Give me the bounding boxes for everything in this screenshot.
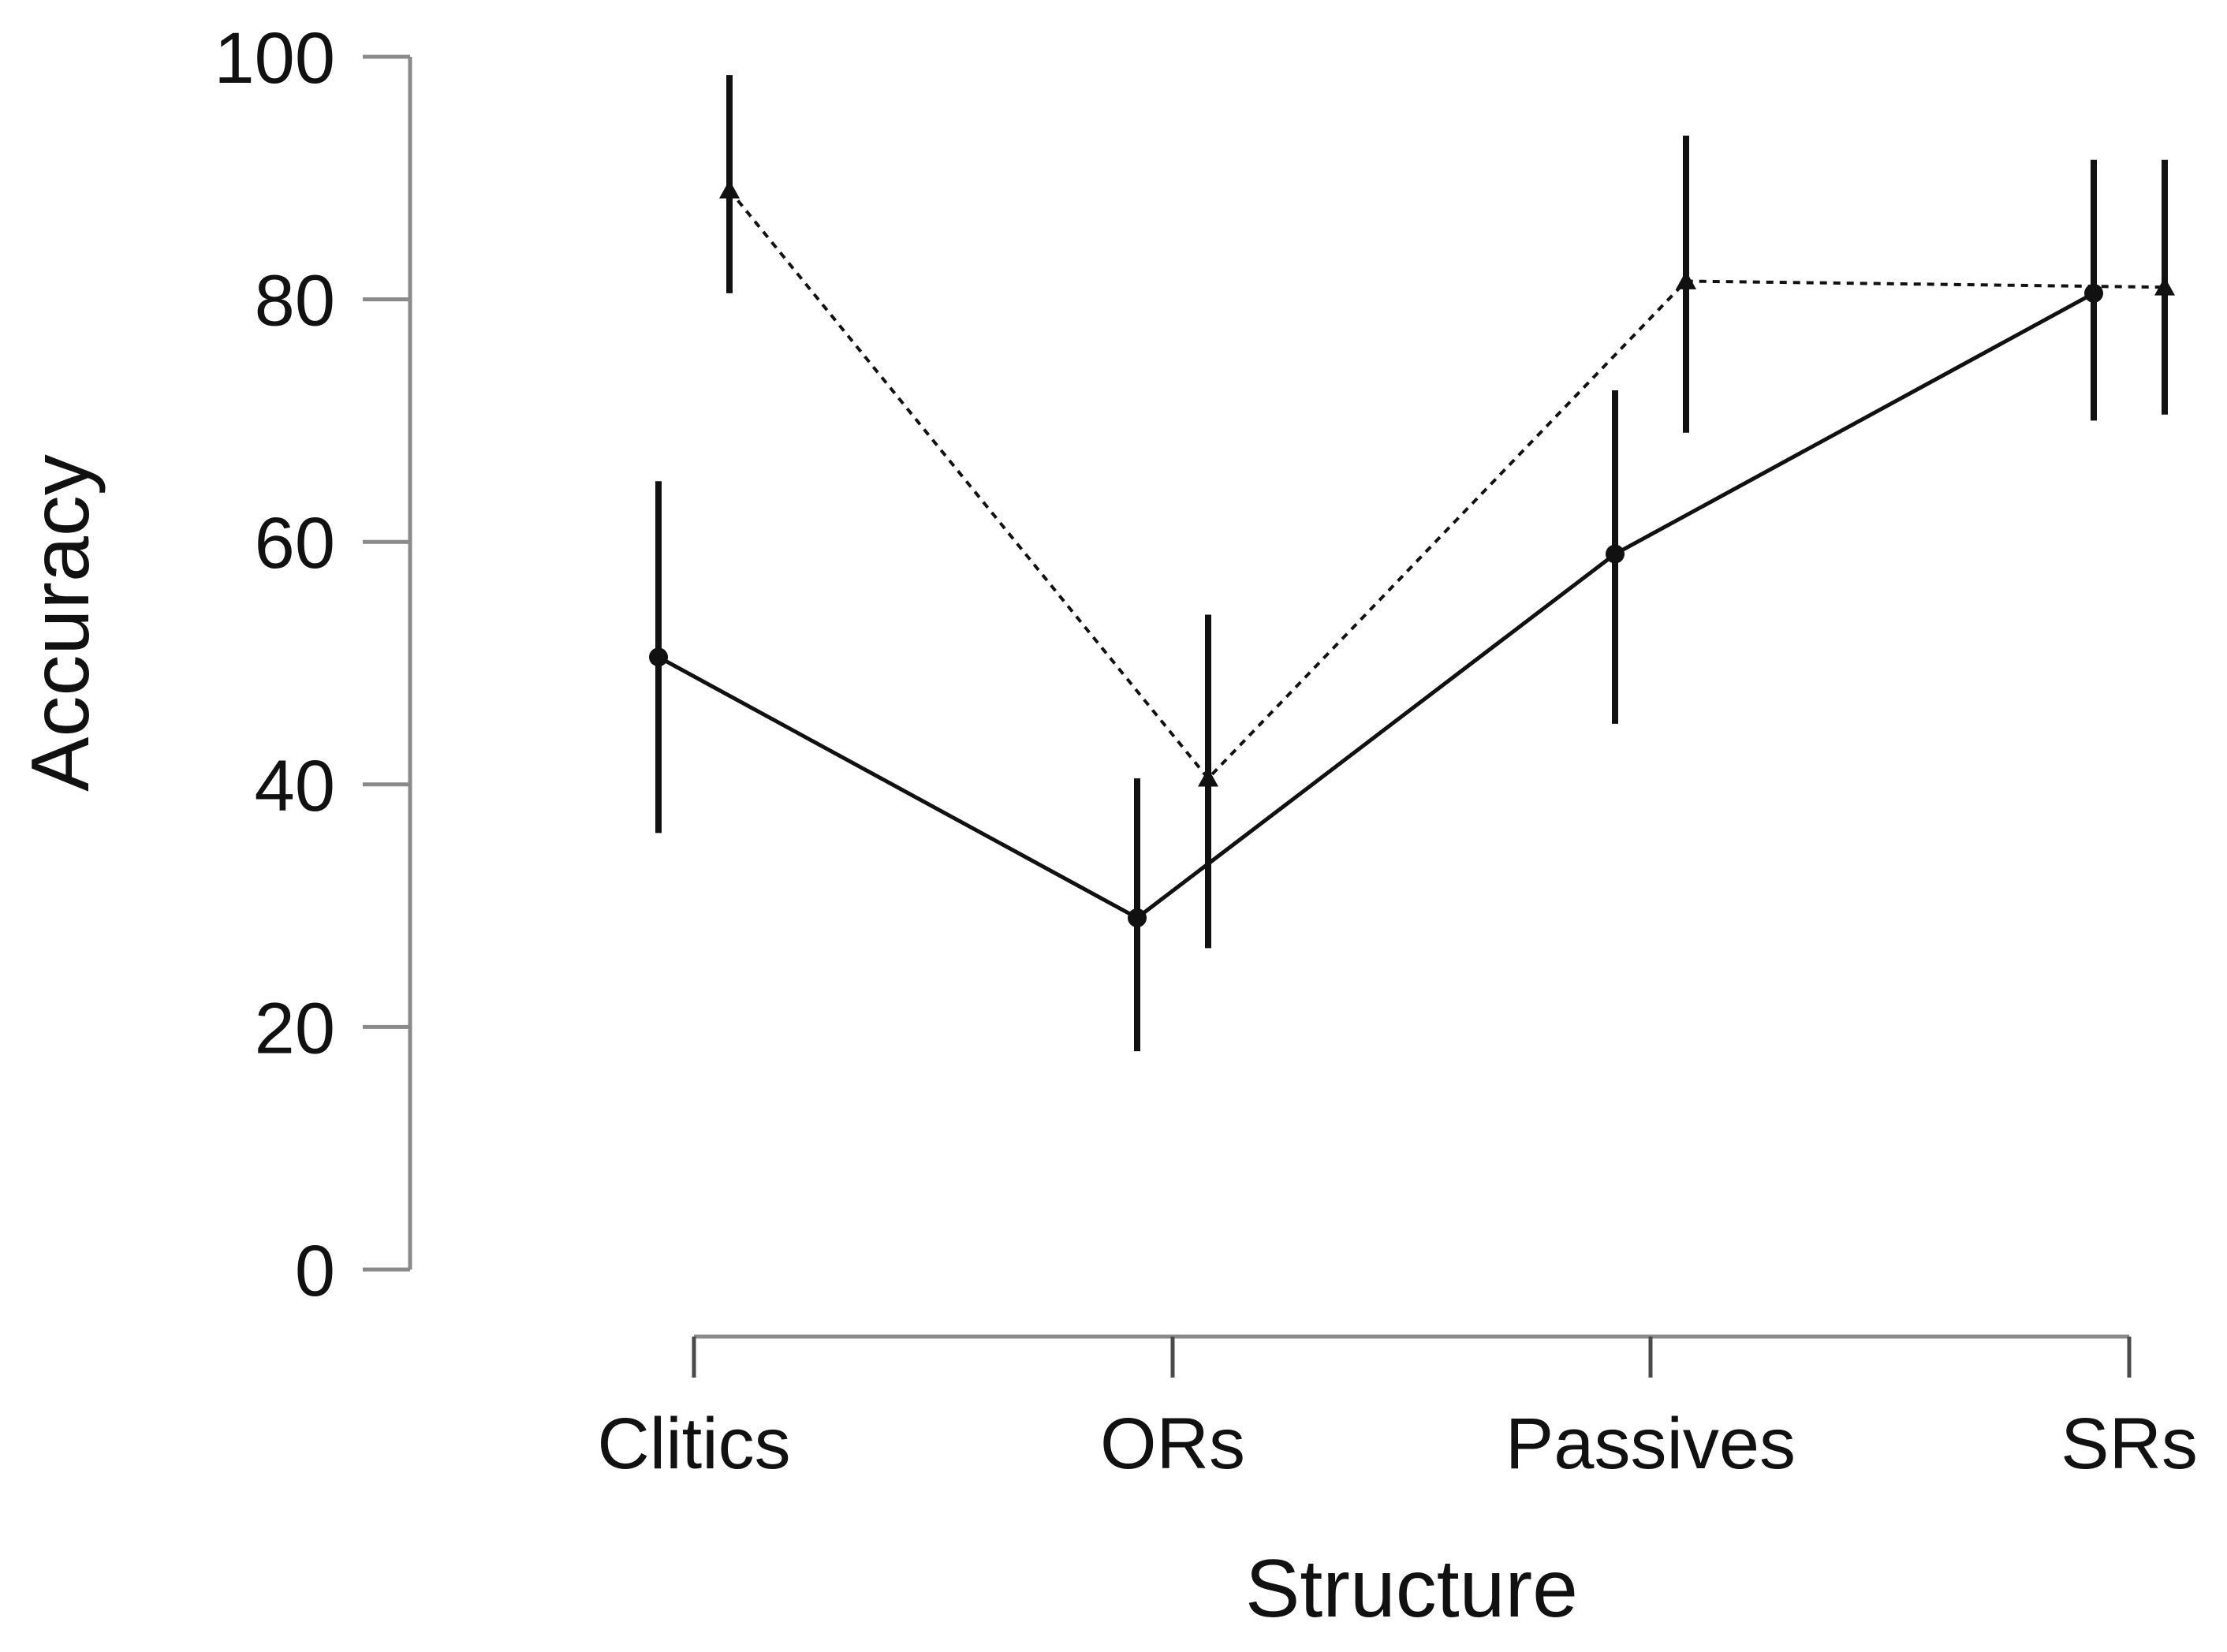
x-tick-label: Clitics [597, 1404, 790, 1484]
y-tick-label: 60 [255, 503, 335, 584]
data-point-triangle [1676, 270, 1696, 289]
data-point-triangle [1198, 768, 1218, 787]
data-point-triangle [719, 180, 740, 199]
series-solid [649, 159, 2103, 1052]
data-point-circle [2084, 283, 2103, 303]
x-tick-label: SRs [2061, 1404, 2198, 1484]
x-tick-label: Passives [1505, 1404, 1796, 1484]
series-line [657, 291, 2095, 920]
x-axis-title: Structure [1245, 1543, 1578, 1635]
y-tick-label: 80 [255, 261, 335, 341]
y-axis: 0 20 40 60 80 100 [214, 18, 412, 1311]
series-dotted [719, 75, 2175, 949]
y-tick-label: 40 [255, 746, 335, 826]
y-tick-label: 100 [214, 18, 336, 99]
x-tick-label: ORs [1100, 1404, 1245, 1484]
data-point-circle [1128, 908, 1147, 927]
data-point-circle [1606, 544, 1625, 564]
y-tick-label: 20 [255, 988, 335, 1068]
data-point-triangle [2154, 277, 2175, 296]
data-point-circle [649, 647, 668, 667]
plot-area [649, 75, 2175, 1052]
y-tick-label: 0 [295, 1231, 335, 1311]
y-axis-title: Accuracy [15, 454, 106, 792]
series-line [728, 188, 2165, 781]
x-axis: Clitics ORs Passives SRs [597, 1334, 2198, 1484]
